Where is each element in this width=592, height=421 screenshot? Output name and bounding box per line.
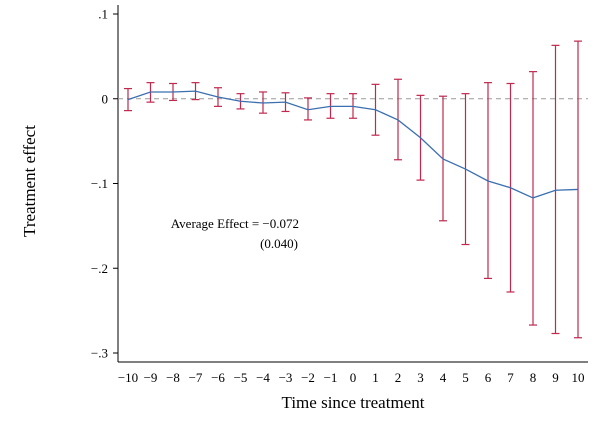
x-tick-label: −9	[144, 370, 158, 385]
x-tick-label: 0	[350, 370, 357, 385]
average-effect-se-label: (0.040)	[260, 236, 298, 251]
average-effect-label: Average Effect = −0.072	[171, 216, 299, 231]
y-tick-label: −.2	[91, 261, 108, 276]
x-tick-label: 7	[507, 370, 514, 385]
x-tick-label: −7	[189, 370, 203, 385]
x-ticks: −10 −9 −8 −7 −6 −5 −4 −3 −2 −1 0 1 2 3 4 5 6 7 8 9 10	[118, 370, 585, 385]
x-tick-label: 9	[552, 370, 559, 385]
ci-bar	[304, 97, 312, 121]
y-tick-label: −.1	[91, 176, 108, 191]
x-tick-label: −3	[279, 370, 293, 385]
x-tick-label: 8	[530, 370, 537, 385]
x-tick-label: −8	[166, 370, 180, 385]
x-tick-label: −10	[118, 370, 138, 385]
x-tick-label: 5	[462, 370, 469, 385]
series-line	[127, 90, 579, 199]
x-tick-label: −2	[301, 370, 315, 385]
ci-bar	[551, 44, 560, 335]
x-tick-label: 6	[485, 370, 492, 385]
y-axis-title: Treatment effect	[20, 125, 39, 237]
axes	[117, 5, 588, 363]
x-tick-label: 10	[572, 370, 585, 385]
x-tick-label: −5	[234, 370, 248, 385]
x-tick-label: −1	[324, 370, 338, 385]
x-tick-label: 3	[417, 370, 424, 385]
y-ticks: .1 0 −.1 −.2 −.3	[91, 7, 118, 361]
x-tick-label: −6	[211, 370, 225, 385]
x-tick-label: −4	[256, 370, 270, 385]
x-axis-title: Time since treatment	[282, 393, 425, 412]
x-tick-label: 2	[395, 370, 402, 385]
x-tick-label: 4	[440, 370, 447, 385]
y-tick-label: .1	[98, 7, 108, 22]
y-tick-label: −.3	[91, 346, 108, 361]
x-tick-label: 1	[372, 370, 379, 385]
y-tick-label: 0	[102, 91, 109, 106]
